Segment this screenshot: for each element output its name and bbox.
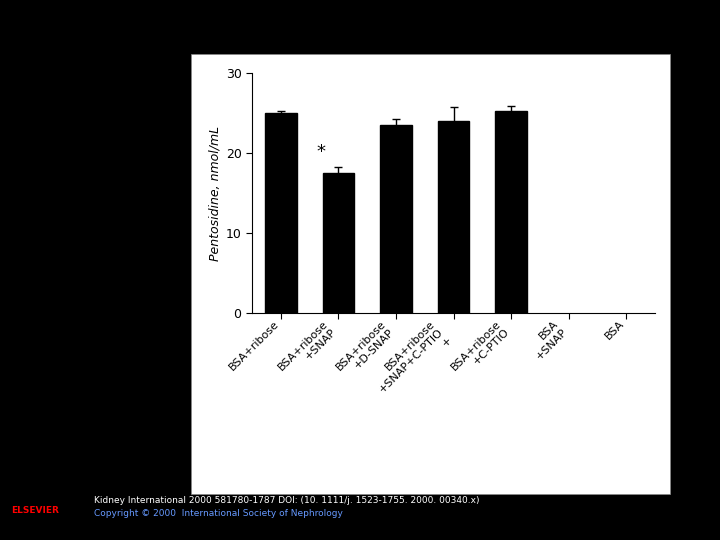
Bar xyxy=(438,121,469,313)
Text: ELSEVIER: ELSEVIER xyxy=(11,506,58,515)
Text: BSA: BSA xyxy=(603,319,626,341)
Text: BSA+ribose
+SNAP+C-PTIO
+: BSA+ribose +SNAP+C-PTIO + xyxy=(369,319,454,403)
Bar xyxy=(495,111,527,313)
Text: Figure 2: Figure 2 xyxy=(332,19,388,33)
Bar xyxy=(380,125,412,313)
Text: BSA
+SNAP: BSA +SNAP xyxy=(526,319,569,362)
Text: Copyright © 2000  International Society of Nephrology: Copyright © 2000 International Society o… xyxy=(94,509,343,518)
Text: *: * xyxy=(317,143,325,161)
Text: Kidney International 2000 581780-1787 DOI: (10. 1111/j. 1523-1755. 2000. 00340.x: Kidney International 2000 581780-1787 DO… xyxy=(94,496,479,505)
Bar xyxy=(323,173,354,313)
Text: BSA+ribose: BSA+ribose xyxy=(227,319,281,372)
Bar xyxy=(265,113,297,313)
Text: BSA+ribose
+D-SNAP: BSA+ribose +D-SNAP xyxy=(334,319,396,381)
Text: BSA+ribose
+C-PTIO: BSA+ribose +C-PTIO xyxy=(449,319,511,381)
Y-axis label: Pentosidine, nmol/mL: Pentosidine, nmol/mL xyxy=(209,125,222,261)
Text: BSA+ribose
+SNAP: BSA+ribose +SNAP xyxy=(276,319,338,381)
